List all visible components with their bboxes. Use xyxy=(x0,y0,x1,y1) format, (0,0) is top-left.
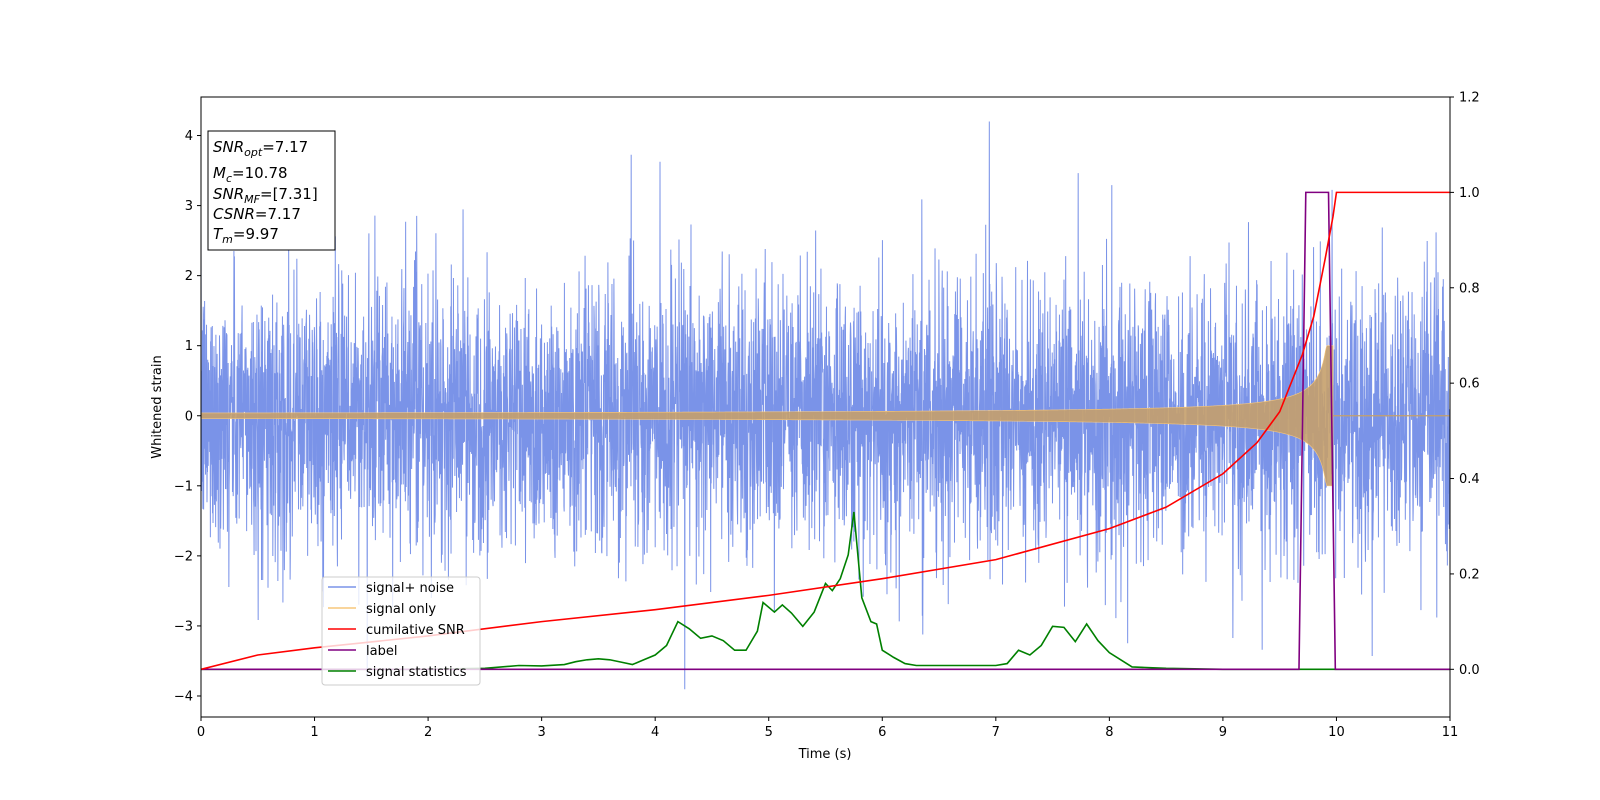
axes-frame xyxy=(200,96,1451,718)
y-tick-label: −2 xyxy=(174,549,193,564)
legend-label-signal-statistics: signal statistics xyxy=(366,665,467,680)
info-snr-mf: SNRMF=[7.31] xyxy=(213,185,318,206)
info-snr-opt: SNRopt=7.17 xyxy=(213,138,308,159)
x-tick-label: 2 xyxy=(424,725,432,740)
ticks: 0 1 2 3 4 5 6 7 8 9 10 11 −4 −3 −2 −1 0 1 2 3 4 0.0 0.2 0.4 0.6 0… xyxy=(174,91,1480,741)
series-signal-statistics xyxy=(201,511,1450,671)
info-mc: Mc=10.78 xyxy=(213,164,288,185)
info-box: SNRopt=7.17 Mc=10.78 SNRMF=[7.31] CSNR=7… xyxy=(207,130,336,251)
x-tick-label: 9 xyxy=(1219,725,1227,740)
y2-tick-label: 1.0 xyxy=(1459,186,1480,201)
y-tick-label: 4 xyxy=(185,129,193,144)
y-tick-label: 1 xyxy=(185,339,193,354)
y2-tick-label: 0.8 xyxy=(1459,281,1480,296)
series-signal-noise xyxy=(201,121,1450,690)
y-tick-label: 3 xyxy=(185,199,193,214)
x-tick-label: 11 xyxy=(1442,725,1459,740)
legend-label-signal-only: signal only xyxy=(366,602,436,617)
x-tick-label: 8 xyxy=(1105,725,1113,740)
info-tm: Tm=9.97 xyxy=(213,225,279,246)
x-tick-label: 4 xyxy=(651,725,659,740)
y-tick-label: 0 xyxy=(185,409,193,424)
legend-frame xyxy=(321,576,481,686)
y2-tick-label: 0.2 xyxy=(1459,567,1480,582)
x-tick-label: 5 xyxy=(765,725,773,740)
x-tick-label: 3 xyxy=(537,725,545,740)
x-axis-label: Time (s) xyxy=(798,747,852,762)
info-csnr: CSNR=7.17 xyxy=(213,205,301,223)
y2-tick-label: 0.6 xyxy=(1459,377,1480,392)
y-axis-label: Whitened strain xyxy=(150,355,165,458)
x-tick-label: 6 xyxy=(878,725,886,740)
y-tick-label: −3 xyxy=(174,619,193,634)
info-box-frame xyxy=(207,130,336,251)
y2-tick-label: 0.4 xyxy=(1459,472,1480,487)
legend-label-signal-noise: signal+ noise xyxy=(366,581,454,596)
series-label xyxy=(201,191,1450,671)
x-tick-label: 7 xyxy=(992,725,1000,740)
x-tick-label: 10 xyxy=(1328,725,1345,740)
legend-label-cumulative-snr: cumilative SNR xyxy=(366,623,465,638)
legend-label-label: label xyxy=(366,644,397,659)
x-tick-label: 1 xyxy=(310,725,318,740)
y2-tick-label: 1.2 xyxy=(1459,91,1480,106)
y-tick-label: −1 xyxy=(174,479,193,494)
legend: signal+ noise signal only cumilative SNR… xyxy=(321,576,481,686)
x-tick-label: 0 xyxy=(197,725,205,740)
y-tick-label: 2 xyxy=(185,269,193,284)
y-tick-label: −4 xyxy=(174,689,193,704)
y2-tick-label: 0.0 xyxy=(1459,663,1480,678)
